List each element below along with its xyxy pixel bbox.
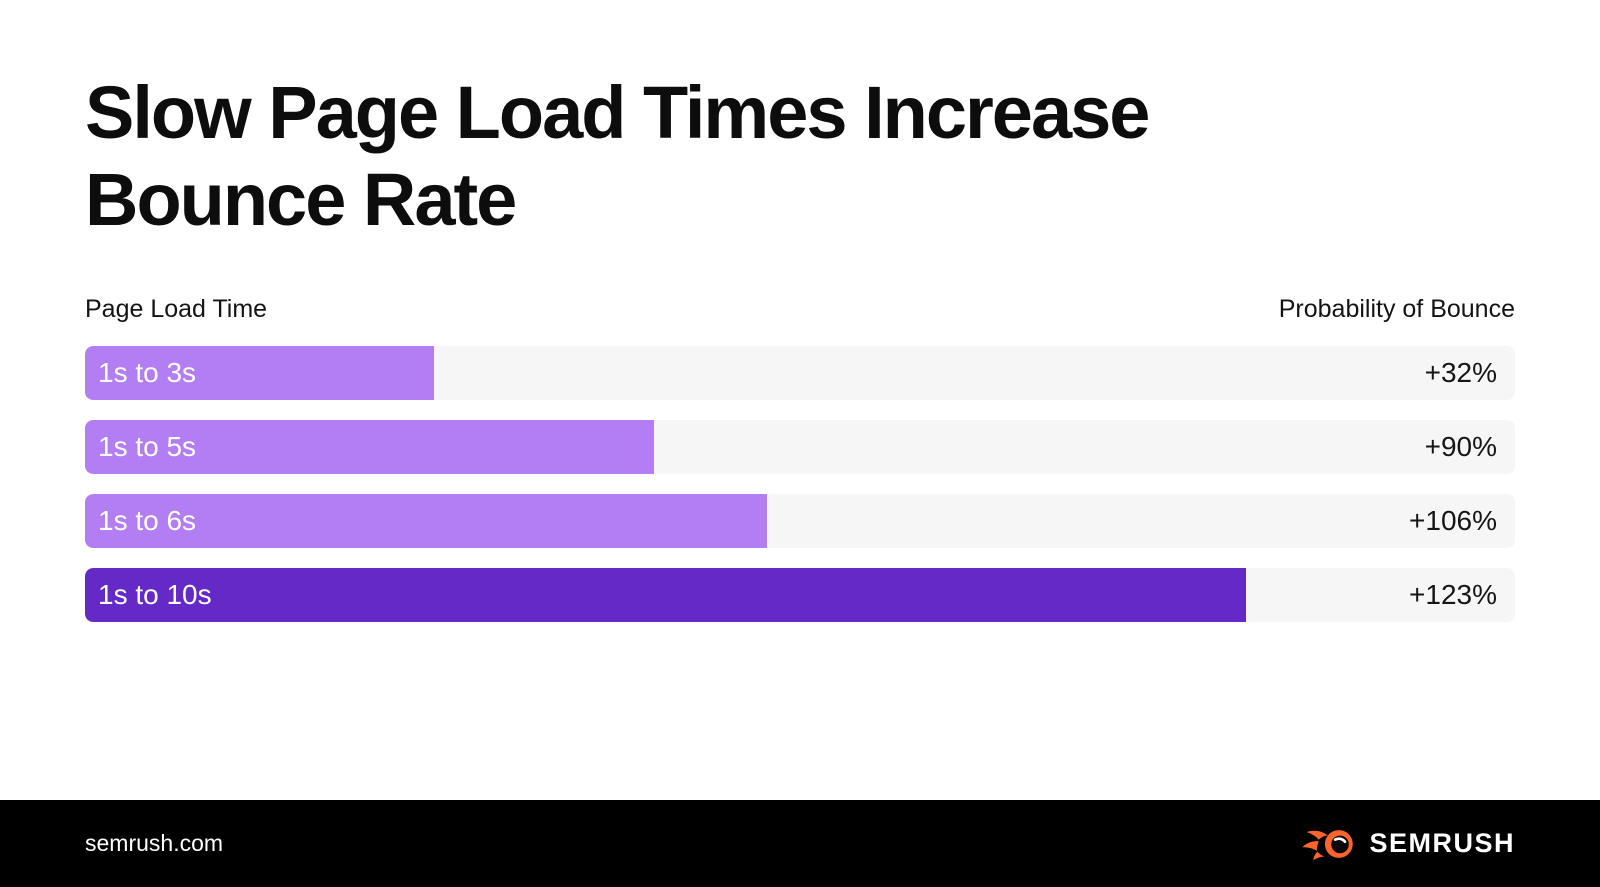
bar-row: 1s to 3s +32% bbox=[85, 346, 1515, 401]
bar-fill: 1s to 5s bbox=[85, 420, 655, 475]
title-line-2: Bounce Rate bbox=[85, 157, 517, 241]
page-title: Slow Page Load Times Increase Bounce Rate bbox=[85, 70, 1515, 243]
semrush-logo: SEMRUSH bbox=[1302, 824, 1515, 864]
chart-axis-labels: Page Load Time Probability of Bounce bbox=[85, 295, 1515, 324]
infographic-page: Slow Page Load Times Increase Bounce Rate… bbox=[0, 70, 1600, 887]
bar-category-label: 1s to 3s bbox=[98, 357, 197, 389]
bar-fill: 1s to 3s bbox=[85, 346, 434, 401]
bar-category-label: 1s to 10s bbox=[98, 579, 212, 611]
footer-site-url: semrush.com bbox=[85, 830, 224, 856]
bar-value-label: +123% bbox=[1409, 579, 1497, 611]
footer-bar: semrush.com SEMRUSH bbox=[0, 800, 1600, 887]
value-axis-label: Probability of Bounce bbox=[1278, 295, 1515, 324]
title-line-1: Slow Page Load Times Increase bbox=[85, 71, 1150, 154]
bar-value-label: +106% bbox=[1409, 505, 1497, 537]
bar-category-label: 1s to 6s bbox=[98, 505, 197, 537]
bar-row: 1s to 5s +90% bbox=[85, 420, 1515, 475]
bar-value-label: +90% bbox=[1424, 431, 1497, 463]
semrush-flame-icon bbox=[1302, 824, 1356, 864]
bar-category-label: 1s to 5s bbox=[98, 431, 197, 463]
semrush-wordmark: SEMRUSH bbox=[1369, 828, 1515, 858]
bar-row: 1s to 6s +106% bbox=[85, 494, 1515, 549]
bar-fill: 1s to 10s bbox=[85, 568, 1247, 623]
bar-chart: 1s to 3s +32% 1s to 5s +90% 1s to 6s +10… bbox=[85, 346, 1515, 623]
bar-row: 1s to 10s +123% bbox=[85, 568, 1515, 623]
category-axis-label: Page Load Time bbox=[85, 295, 268, 324]
bar-fill: 1s to 6s bbox=[85, 494, 768, 549]
bar-value-label: +32% bbox=[1424, 357, 1497, 389]
